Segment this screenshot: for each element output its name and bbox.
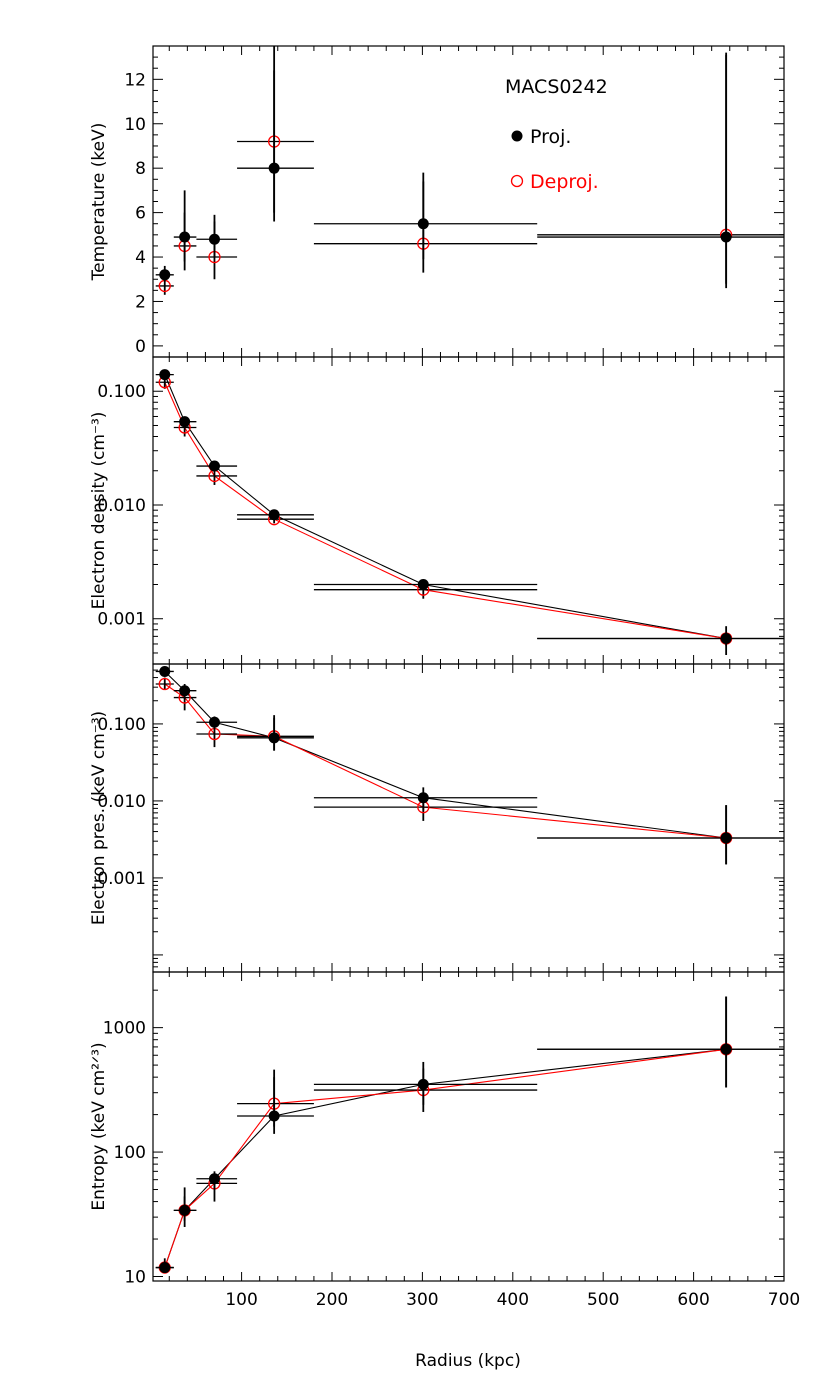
y-tick-label: 1000 (103, 1019, 146, 1039)
y-tick-label: 10 (124, 1267, 146, 1287)
data-point (159, 1262, 171, 1274)
legend-proj-marker (511, 130, 523, 142)
x-tick-label: 100 (225, 1290, 257, 1310)
y-tick-label: 12 (124, 70, 146, 90)
y-axis-label: Temperature (keV) (89, 123, 109, 282)
data-point (268, 162, 280, 174)
data-point (720, 1043, 732, 1055)
y-axis-label: Electron pres. (keV cm⁻³) (89, 711, 109, 925)
data-point (179, 1204, 191, 1216)
x-tick-label: 500 (587, 1290, 619, 1310)
data-point (268, 509, 280, 521)
data-point (179, 416, 191, 428)
data-point (268, 1110, 280, 1122)
data-point (720, 633, 732, 645)
data-point (208, 233, 220, 245)
panel-frame (152, 663, 785, 973)
data-point (417, 792, 429, 804)
y-tick-label: 0.010 (97, 496, 146, 516)
series-line (164, 671, 727, 839)
legend-deproj-label: Deproj. (530, 171, 599, 193)
x-tick-label: 600 (677, 1290, 709, 1310)
panel-1: 0 2 4 6 8 10 12 Temperature (keV) (89, 45, 785, 358)
legend-deproj-marker (510, 174, 524, 188)
data-point (417, 578, 429, 590)
legend-proj-label: Proj. (530, 126, 571, 148)
y-tick-label: 10 (124, 115, 146, 135)
panel-2: 0.001 0.010 0.100 Electron density (cm⁻³) (89, 356, 785, 665)
y-tick-label: 0.100 (97, 382, 146, 402)
y-tick-label: 0.100 (97, 715, 146, 735)
series-line (164, 374, 727, 640)
data-point (417, 1078, 429, 1090)
x-tick-label: 700 (768, 1290, 800, 1310)
y-axis-label: Electron density (cm⁻³) (89, 412, 109, 610)
legend: MACS0242 Proj. Deproj. (505, 76, 608, 193)
x-tick-label: 300 (406, 1290, 438, 1310)
panel-frame (152, 971, 785, 1282)
series-line (164, 683, 727, 839)
y-tick-label: 2 (135, 292, 146, 312)
data-point (159, 665, 171, 677)
data-point (720, 231, 732, 243)
y-tick-label: 4 (135, 248, 146, 268)
y-tick-label: 0 (135, 337, 146, 357)
y-tick-label: 8 (135, 159, 146, 179)
x-axis-label: Radius (kpc) (415, 1351, 521, 1371)
series-line (164, 1048, 727, 1268)
y-tick-label: 100 (114, 1143, 146, 1163)
series-line (164, 1048, 727, 1268)
data-point (268, 732, 280, 744)
data-point (208, 460, 220, 472)
series-line (164, 382, 727, 640)
data-point (720, 832, 732, 844)
data-point (208, 716, 220, 728)
data-point (208, 1173, 220, 1185)
data-point (179, 231, 191, 243)
y-tick-label: 0.001 (97, 869, 146, 889)
y-tick-label: 6 (135, 204, 146, 224)
x-tick-label: 200 (316, 1290, 348, 1310)
panel-frame (152, 356, 785, 665)
data-point (179, 685, 191, 697)
legend-title: MACS0242 (505, 76, 608, 98)
data-point (159, 269, 171, 281)
y-tick-label: 0.001 (97, 610, 146, 630)
x-tick-label: 400 (497, 1290, 529, 1310)
panels-layer: 0 2 4 6 8 10 12 Temperature (keV) 0.001 0.010 0.10… (89, 45, 800, 1310)
data-point (417, 218, 429, 230)
data-point (159, 369, 171, 381)
data-point (158, 677, 171, 691)
y-tick-label: 0.010 (97, 792, 146, 812)
y-axis-label: Entropy (keV cm²ᐟ³) (89, 1042, 109, 1210)
panel-frame (152, 45, 785, 358)
